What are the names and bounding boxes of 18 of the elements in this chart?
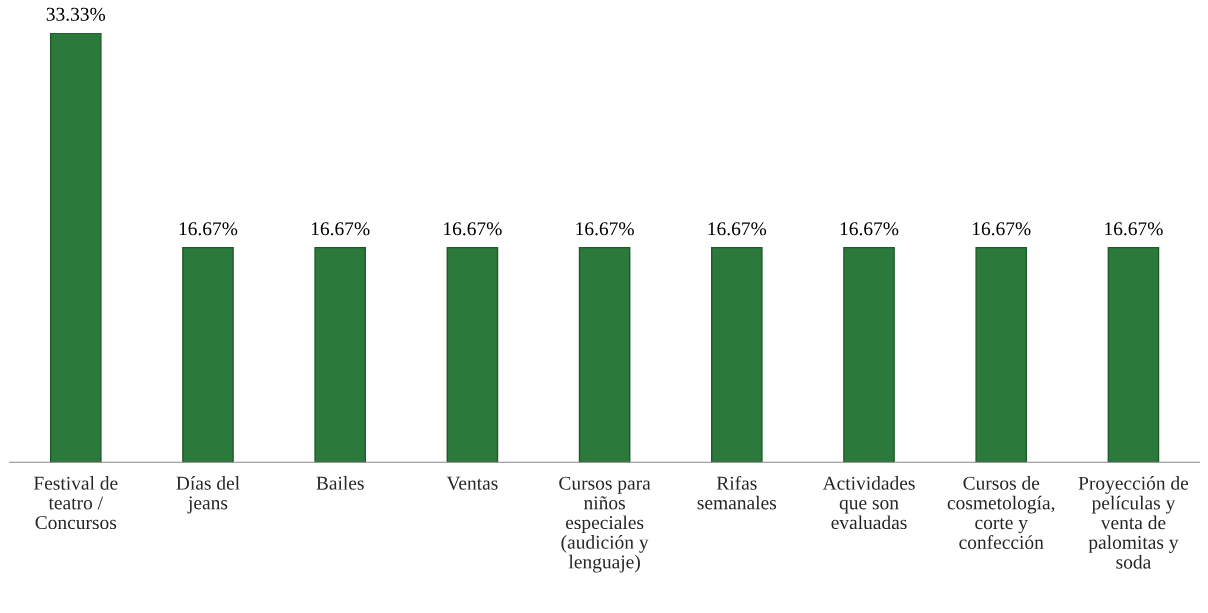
x-tick-label: Bailes <box>316 476 364 490</box>
data-label: 16.67% <box>311 222 370 236</box>
x-tick-label: Ventas <box>446 476 498 490</box>
data-label: 16.67% <box>1105 222 1163 236</box>
data-label: 16.67% <box>576 222 634 236</box>
x-tick-label: Cursos de cosmetología, corte y confección <box>947 476 1055 549</box>
data-label: 16.67% <box>444 222 502 236</box>
data-label: 33.33% <box>46 7 106 21</box>
data-label: 16.67% <box>972 222 1031 236</box>
x-tick-label: Cursos para niños especiales (audición y lenguaje) <box>559 476 651 573</box>
data-label: 16.67% <box>708 222 767 236</box>
x-tick-label: Proyección de películas y venta de palomitas y soda <box>1078 476 1189 569</box>
x-tick-label: Festival de teatro / Concursos <box>33 476 118 530</box>
x-tick-label: Actividades que son evaluadas <box>822 476 915 530</box>
data-label: 16.67% <box>179 222 238 236</box>
x-tick-label: Días del jeans <box>176 476 240 514</box>
data-label: 16.67% <box>840 222 899 236</box>
x-tick-label: Rifas semanales <box>697 475 777 510</box>
